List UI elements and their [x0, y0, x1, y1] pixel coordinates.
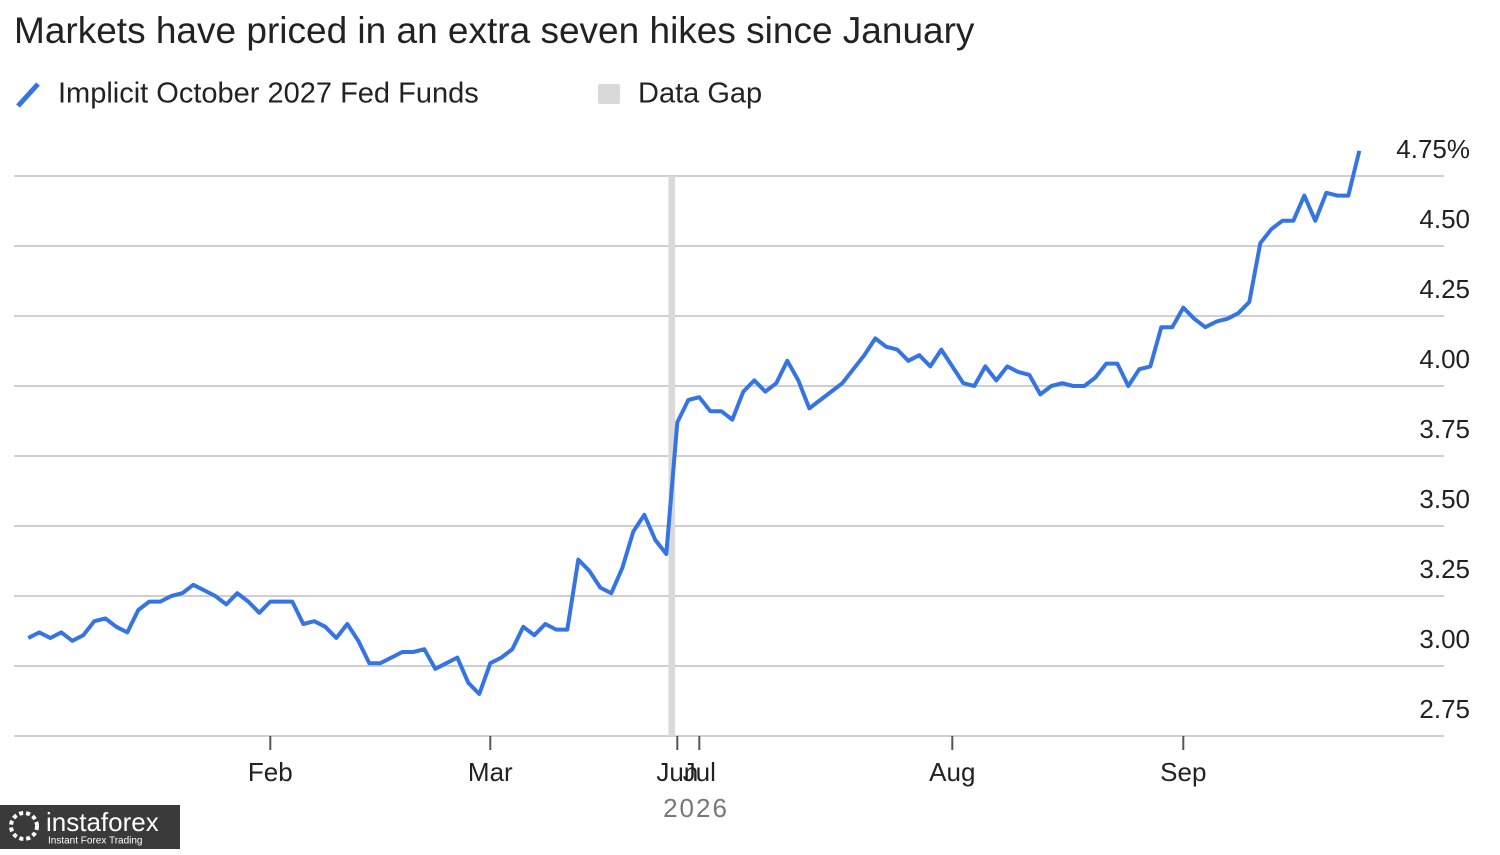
x-tick-label: Jul: [683, 757, 716, 787]
x-tick-label: Sep: [1160, 757, 1206, 787]
watermark-tagline: Instant Forex Trading: [48, 836, 143, 847]
y-tick-label: 4.50: [1419, 204, 1470, 234]
y-tick-label: 3.00: [1419, 624, 1470, 654]
x-tick-label: Jun: [656, 757, 698, 787]
watermark-icon: [9, 811, 39, 841]
y-tick-label: 3.25: [1419, 554, 1470, 584]
y-tick-label: 4.00: [1419, 344, 1470, 374]
watermark-brand: instaforex: [46, 807, 159, 837]
y-tick-label: 3.50: [1419, 484, 1470, 514]
x-tick-label: Aug: [929, 757, 975, 787]
y-tick-label: 3.75: [1419, 414, 1470, 444]
legend-swatch: [16, 82, 40, 108]
legend-swatch: [598, 84, 620, 104]
y-tick-label: 4.75%: [1396, 134, 1470, 164]
data-line: [27, 150, 1362, 696]
legend-label: Implicit October 2027 Fed Funds: [58, 78, 479, 110]
x-tick-label: Feb: [248, 757, 293, 787]
x-axis-year: 2026: [663, 793, 729, 823]
data-gap: [668, 176, 676, 736]
y-tick-label: 2.75: [1419, 694, 1470, 724]
legend-label: Data Gap: [638, 78, 762, 110]
x-tick-label: Mar: [468, 757, 513, 787]
chart-title: Markets have priced in an extra seven hi…: [14, 10, 975, 51]
y-tick-label: 4.25: [1419, 274, 1470, 304]
